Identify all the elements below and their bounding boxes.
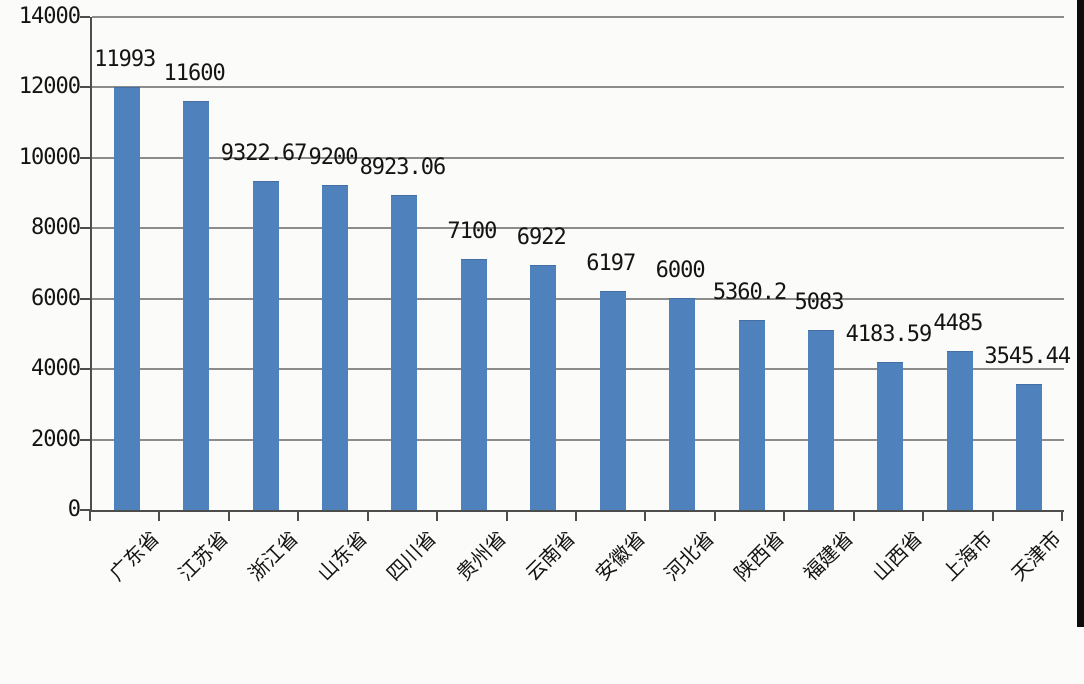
bar-value-label: 6197 xyxy=(586,250,636,276)
y-gridline xyxy=(92,16,1064,18)
bar-安徽省 xyxy=(599,290,626,510)
x-axis-tick xyxy=(713,510,716,521)
y-tick-label: 0 xyxy=(67,497,81,522)
y-tick-label: 14000 xyxy=(18,4,81,29)
x-axis-tick xyxy=(158,510,161,521)
y-axis-tick xyxy=(80,86,90,89)
y-tick-label: 6000 xyxy=(31,285,81,311)
bar-value-label: 5083 xyxy=(794,290,845,315)
x-axis-tick xyxy=(505,510,508,521)
bar-江苏省 xyxy=(183,100,210,510)
y-gridline xyxy=(92,438,1064,441)
bar-贵州省 xyxy=(460,258,487,510)
bar-value-label: 9200 xyxy=(308,145,359,171)
bar-浙江省 xyxy=(252,180,279,510)
y-gridline xyxy=(92,227,1064,230)
bar-山西省 xyxy=(877,361,904,510)
bar-value-label: 4485 xyxy=(933,311,983,337)
x-axis-tick xyxy=(783,510,786,521)
bar-value-label: 11993 xyxy=(94,46,156,72)
bar-上海市 xyxy=(946,351,973,510)
y-tick-label: 4000 xyxy=(31,356,81,382)
bar-value-label: 9322.67 xyxy=(220,140,308,166)
bar-广东省 xyxy=(113,86,140,510)
bar-value-label: 11600 xyxy=(163,60,226,86)
x-axis-tick xyxy=(1061,510,1063,521)
y-axis-tick xyxy=(80,227,90,230)
y-axis-tick xyxy=(80,297,90,300)
x-axis-tick xyxy=(227,510,230,521)
x-axis-tick xyxy=(436,510,439,521)
y-axis-tick xyxy=(80,156,90,159)
x-axis-tick xyxy=(922,510,925,521)
y-tick-label: 10000 xyxy=(18,144,81,170)
y-tick-label: 8000 xyxy=(31,215,81,241)
bar-陕西省 xyxy=(738,320,765,510)
y-axis-tick xyxy=(80,509,90,511)
bar-山东省 xyxy=(322,185,348,510)
bar-value-label: 5360.2 xyxy=(712,280,787,306)
y-axis-tick xyxy=(80,368,90,371)
x-axis-tick xyxy=(89,510,91,521)
bar-value-label: 4183.59 xyxy=(845,321,933,347)
y-tick-label: 2000 xyxy=(31,426,81,452)
y-axis-tick xyxy=(80,438,90,441)
x-axis-tick xyxy=(575,510,577,521)
y-gridline xyxy=(92,297,1064,300)
bar-四川省 xyxy=(391,194,418,510)
x-axis-tick xyxy=(852,510,855,521)
bar-value-label: 3545.44 xyxy=(984,344,1071,370)
y-gridline xyxy=(92,86,1064,89)
bar-云南省 xyxy=(530,265,557,510)
bar-河北省 xyxy=(669,297,696,510)
bar-福建省 xyxy=(808,330,834,510)
y-gridline xyxy=(92,156,1064,159)
x-axis-tick xyxy=(991,510,994,521)
bar-value-label: 6922 xyxy=(516,225,567,251)
bar-value-label: 7100 xyxy=(447,218,497,244)
bar-天津市 xyxy=(1016,384,1043,510)
y-tick-label: 12000 xyxy=(18,74,81,100)
x-axis-tick xyxy=(366,510,369,521)
bar-chart: 0 2000 4000 6000 8000 10000 12000 14000 广东省 江苏省浙… xyxy=(18,0,1084,627)
y-axis-tick xyxy=(80,16,90,18)
plot-area xyxy=(90,16,1064,512)
y-gridline xyxy=(92,368,1064,371)
bar-value-label: 6000 xyxy=(655,257,706,283)
x-axis-tick xyxy=(297,510,300,521)
x-axis-tick xyxy=(644,510,647,521)
right-edge-strip xyxy=(1077,0,1084,627)
bar-value-label: 8923.06 xyxy=(359,154,447,180)
